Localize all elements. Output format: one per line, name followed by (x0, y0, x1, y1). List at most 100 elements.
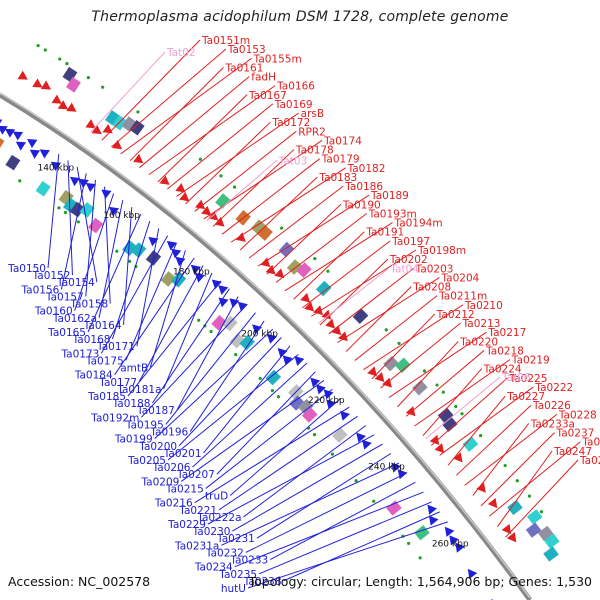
gene-label[interactable]: Ta0231a (174, 540, 219, 552)
gene-label[interactable]: Ta0218 (485, 345, 524, 357)
gene-label[interactable]: Ta0205 (127, 455, 166, 467)
label-leader (345, 286, 412, 352)
gene-label[interactable]: Ta0198m (417, 245, 466, 257)
gene-label[interactable]: Ta0203 (415, 263, 454, 275)
gene-label[interactable]: Ta0178 (295, 145, 334, 157)
gene-label[interactable]: Ta0220 (459, 336, 498, 348)
gene-label[interactable]: Ta0210 (464, 300, 503, 312)
gene-label[interactable]: Ta0204 (440, 272, 479, 284)
gene-label[interactable]: Ta0217 (487, 327, 526, 339)
gene-label[interactable]: Ta0182 (347, 163, 386, 175)
gene-label[interactable]: Ta0166 (276, 81, 315, 93)
gene-label[interactable]: Ta0183 (318, 172, 357, 184)
gene-label[interactable]: Ta0195 (125, 419, 164, 431)
gene-label[interactable]: Ta0160 (34, 306, 73, 318)
gene-label[interactable]: Ta0190 (342, 199, 381, 211)
gene-label[interactable]: Ta0219 (511, 355, 550, 367)
gene-label[interactable]: Ta0208 (412, 282, 451, 294)
gene-label[interactable]: Tat03 (278, 155, 308, 167)
gene-label[interactable]: amtB (120, 363, 148, 375)
gene-label[interactable]: Ta0234 (194, 562, 233, 574)
gene-label[interactable]: Ta0228 (558, 409, 597, 421)
gene-label[interactable]: Ta0224 (483, 364, 522, 376)
gene-label[interactable]: truD (205, 491, 228, 503)
gene-label[interactable]: Ta0181a (116, 384, 161, 396)
gene-label[interactable]: Ta0229 (167, 519, 206, 531)
gene-label[interactable]: Ta0167 (248, 90, 287, 102)
gene-label[interactable]: Ta0196 (149, 427, 188, 439)
gene-label[interactable]: Ta0173 (60, 348, 99, 360)
gene-label[interactable]: Ta0238 (243, 576, 282, 588)
accession-value: NC_002578 (78, 574, 151, 589)
gene-label[interactable]: RPR2 (298, 126, 326, 138)
gene-label[interactable]: Ta0222 (534, 382, 573, 394)
gene-label[interactable]: Ta0247 (553, 446, 592, 458)
gene-label[interactable]: Ta0172 (271, 117, 310, 129)
gene-label[interactable]: Ta0232 (205, 547, 244, 559)
gene-label[interactable]: Ta0186 (344, 181, 383, 193)
gene-label[interactable]: Ta0249 (579, 455, 600, 467)
gene-label[interactable]: Ta0150 (7, 263, 46, 275)
gene-label[interactable]: Ta0226 (532, 400, 571, 412)
gene-label[interactable]: Ta0197 (391, 236, 430, 248)
gene-label[interactable]: Tat06 (501, 372, 531, 384)
gene-label[interactable]: Ta0171 (96, 341, 135, 353)
gene-label[interactable]: Ta0233 (229, 555, 268, 567)
gene-label[interactable]: Ta0202 (389, 254, 428, 266)
gene-label[interactable]: Ta0187 (136, 405, 175, 417)
gene-label[interactable]: Ta0192m (90, 412, 139, 424)
gene-label[interactable]: Ta0188 (112, 398, 151, 410)
gene-label[interactable]: Ta0211m (438, 291, 487, 303)
gene-label[interactable]: Ta0156 (20, 284, 59, 296)
gene-label[interactable]: Tat02 (166, 47, 196, 59)
gene-label[interactable]: Ta0174 (323, 135, 362, 147)
gene-label[interactable]: Ta0162a (52, 313, 97, 325)
gene-label[interactable]: Ta0212 (436, 309, 475, 321)
gene-label[interactable]: Ta0221 (178, 505, 217, 517)
gene-label[interactable]: hutU (221, 583, 246, 595)
gene-label[interactable]: Ta0225 (509, 373, 548, 385)
gene-label[interactable]: Ta0154 (56, 277, 95, 289)
gene-label[interactable]: Ta0185 (87, 391, 126, 403)
gene-label[interactable]: Ta0235 (218, 569, 257, 581)
gene-label[interactable]: Ta0169 (274, 99, 313, 111)
gene-label[interactable]: Ta0231 (216, 533, 255, 545)
gene-label[interactable]: Ta0164 (83, 320, 122, 332)
gene-label[interactable]: Ta0206 (152, 462, 191, 474)
gene-label[interactable]: fadH (251, 72, 276, 84)
gene-label[interactable]: Ta0216 (154, 498, 193, 510)
gene-label[interactable]: Ta0215 (165, 483, 204, 495)
gene-label[interactable]: Ta0193m (368, 208, 417, 220)
gene-label[interactable]: Ta0155m (253, 53, 302, 65)
gene-label[interactable]: Ta0175 (85, 355, 124, 367)
gene-label[interactable]: Ta0233a (530, 418, 575, 430)
gene-label[interactable]: arsB (301, 108, 324, 120)
gene-label[interactable]: Ta0157 (45, 291, 84, 303)
gene-label[interactable]: Ta0227 (506, 391, 545, 403)
gene-label[interactable]: Ta0189 (370, 190, 409, 202)
gene-label[interactable]: Tat04 (389, 264, 419, 276)
gene-label[interactable]: Ta0184 (74, 370, 113, 382)
gene-label[interactable]: Ta0200 (138, 441, 177, 453)
gene-label[interactable]: Ta0177 (98, 377, 137, 389)
gene-label[interactable]: Ta0199 (114, 434, 153, 446)
gene-label[interactable]: Ta0165 (47, 327, 86, 339)
gene-label[interactable]: Ta0230 (192, 526, 231, 538)
gene-label[interactable]: Ta0213 (462, 318, 501, 330)
gene-label[interactable]: Ta0153 (227, 44, 266, 56)
gene-label[interactable]: Ta0191 (365, 227, 404, 239)
gene-label[interactable]: Ta0179 (321, 154, 360, 166)
gene-label[interactable]: Ta0152 (32, 270, 71, 282)
gene-label[interactable]: Ta0161 (224, 62, 263, 74)
gene-label[interactable]: Ta0207 (176, 469, 215, 481)
gene-label[interactable]: Ta0201 (163, 448, 202, 460)
gene-label[interactable]: Ta0241 (581, 437, 600, 449)
gene-label[interactable]: Ta0168 (72, 334, 111, 346)
gene-label[interactable]: Ta0209 (140, 476, 179, 488)
gene-label[interactable]: Ta0194m (394, 218, 443, 230)
gene-label[interactable]: Ta0151m (201, 35, 250, 47)
gene-label[interactable]: Ta0158 (69, 299, 108, 311)
gene-label[interactable]: Ta0222a (196, 512, 241, 524)
gene-label[interactable]: Ta0237 (556, 428, 595, 440)
